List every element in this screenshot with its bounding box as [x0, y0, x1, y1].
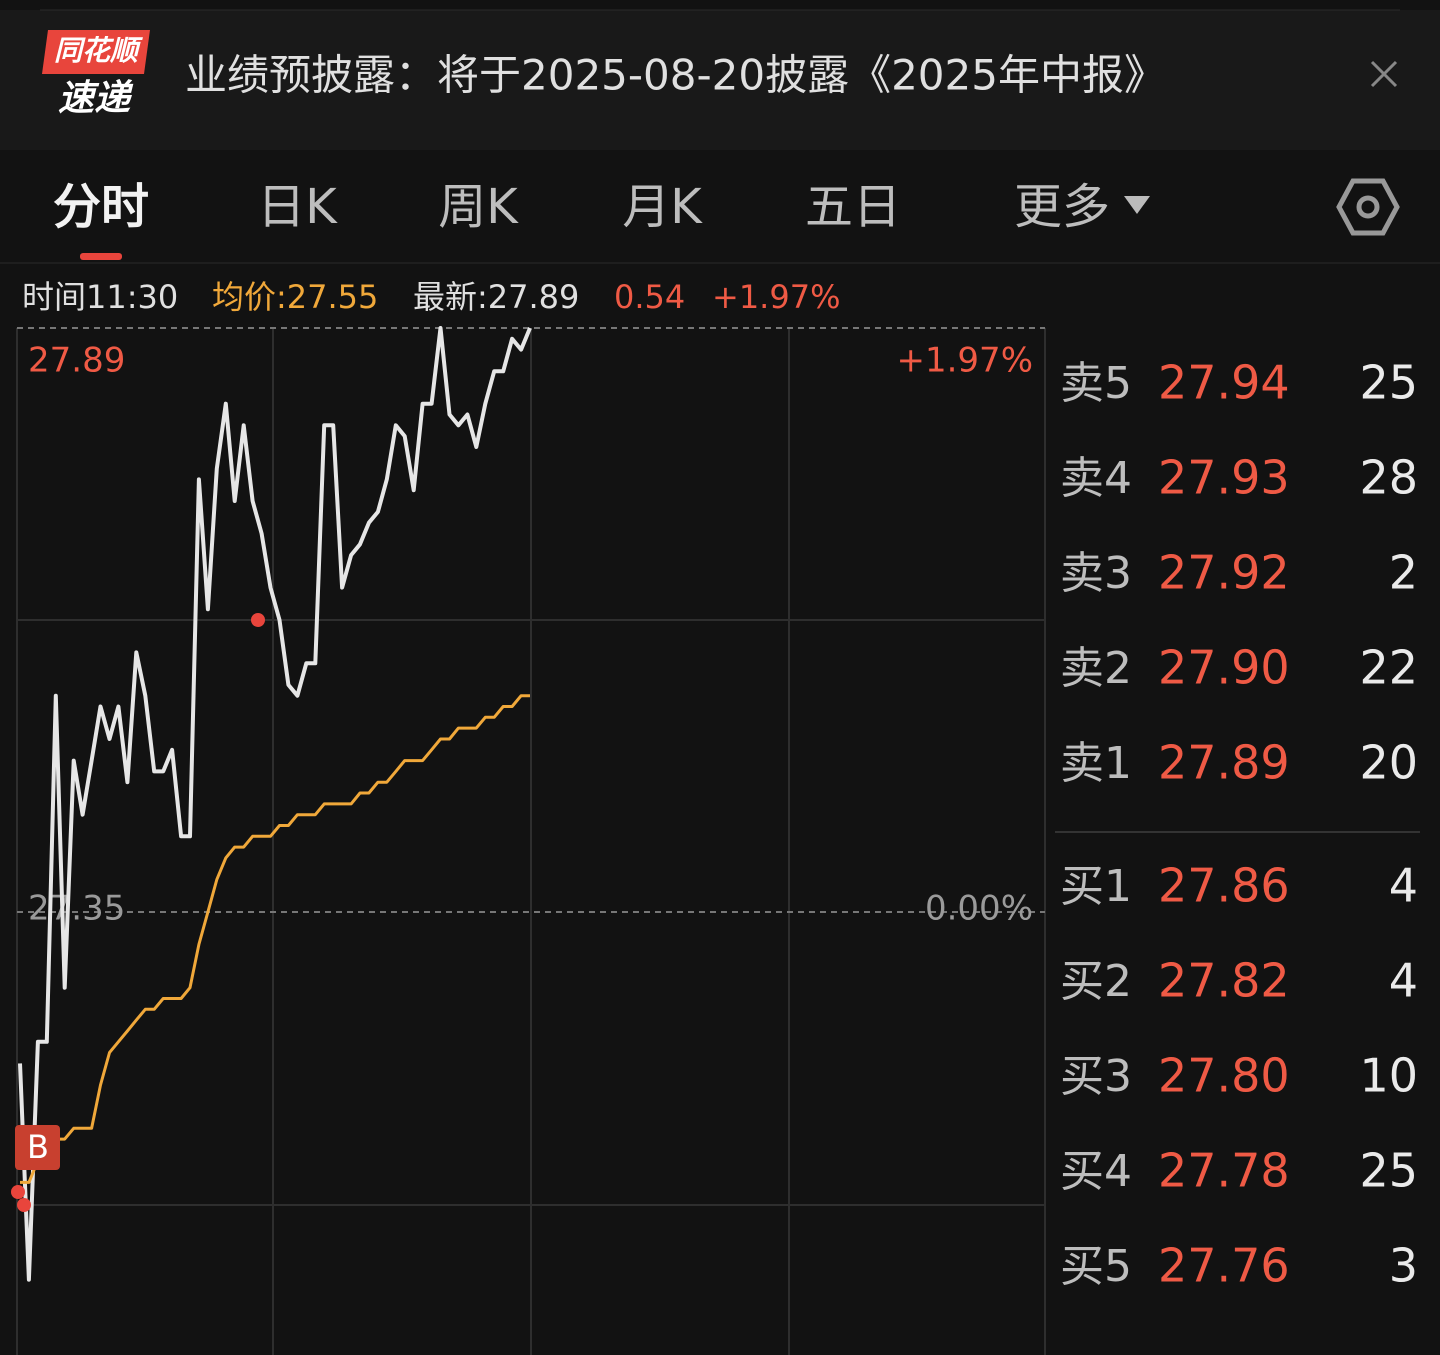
buy-marker[interactable] [15, 1125, 60, 1170]
dropdown-arrow [1124, 196, 1150, 214]
info-pct: +1.97% [712, 278, 840, 316]
book-price: 27.78 [1158, 1144, 1290, 1198]
book-price: 27.94 [1158, 356, 1290, 410]
book-label: 卖2 [1060, 643, 1132, 694]
settings-hex [1336, 178, 1400, 236]
book-price: 27.86 [1158, 859, 1290, 913]
tab[interactable]: 月K [622, 179, 703, 235]
trade-dot [11, 1185, 25, 1199]
y-tick-label: 27.35 [28, 889, 125, 929]
tab[interactable]: 更多 [1014, 179, 1110, 235]
book-volume: 4 [1389, 859, 1418, 913]
book-label: 卖5 [1060, 358, 1132, 409]
book-volume: 25 [1359, 356, 1418, 410]
book-label: 卖4 [1060, 453, 1132, 504]
book-label: 卖1 [1060, 738, 1132, 789]
book-price: 27.82 [1158, 954, 1290, 1008]
price-line [18, 326, 532, 1282]
book-volume: 4 [1389, 954, 1418, 1008]
book-volume: 28 [1359, 451, 1418, 505]
info-avg: 均价:27.55 [212, 278, 378, 316]
tab[interactable]: 日K [257, 179, 338, 235]
book-label: 卖3 [1060, 548, 1132, 599]
close-icon[interactable] [1370, 60, 1398, 88]
logo-top: 同花顺 [54, 34, 143, 67]
notice-text: 业绩预披露：将于2025-08-20披露《2025年中报》 [185, 51, 1166, 100]
y2-tick-label: 0.00% [925, 889, 1033, 929]
book-label: 买1 [1060, 861, 1132, 912]
book-price: 27.76 [1158, 1239, 1290, 1293]
logo-bottom: 速递 [58, 78, 134, 119]
book-price: 27.80 [1158, 1049, 1290, 1103]
intraday-chart: 27.89 27.35 +1.97% 0.00% B [11, 326, 1046, 1355]
y-tick-label: 27.89 [28, 341, 125, 381]
y2-tick-label: +1.97% [897, 341, 1034, 381]
tab-bar: 分时 日K 周K 月K 五日 更多 [53, 179, 1110, 235]
book-volume: 10 [1359, 1049, 1418, 1103]
logo-badge [42, 30, 150, 74]
tab[interactable]: 分时 [53, 179, 149, 235]
trade-dot [17, 1198, 31, 1212]
book-label: 买5 [1060, 1241, 1132, 1292]
trade-dot [251, 613, 265, 627]
info-time: 时间11:30 [22, 278, 178, 316]
book-price: 27.92 [1158, 546, 1290, 600]
book-price: 27.89 [1158, 736, 1290, 790]
average-line [20, 694, 530, 1184]
buy-marker-label: B [27, 1128, 49, 1166]
info-latest: 最新:27.89 [413, 278, 579, 316]
tab[interactable]: 周K [438, 179, 519, 235]
book-label: 买4 [1060, 1146, 1132, 1197]
tab[interactable]: 五日 [805, 179, 901, 235]
book-price: 27.90 [1158, 641, 1290, 695]
notice-banner[interactable] [0, 10, 1440, 150]
info-change: 0.54 [614, 278, 685, 316]
book-volume: 22 [1359, 641, 1418, 695]
settings-dot [1356, 195, 1380, 219]
settings-icon[interactable] [1336, 178, 1400, 236]
book-label: 买3 [1060, 1051, 1132, 1102]
book-volume: 2 [1389, 546, 1418, 600]
tab-indicator [80, 253, 122, 260]
book-volume: 20 [1359, 736, 1418, 790]
book-volume: 3 [1389, 1239, 1418, 1293]
book-volume: 25 [1359, 1144, 1418, 1198]
book-price: 27.93 [1158, 451, 1290, 505]
book-label: 买2 [1060, 956, 1132, 1007]
order-book: 卖5 27.94 25 卖4 27.93 28 卖3 27.92 2 卖2 27.90 22 卖1 27.… [1055, 356, 1420, 1293]
